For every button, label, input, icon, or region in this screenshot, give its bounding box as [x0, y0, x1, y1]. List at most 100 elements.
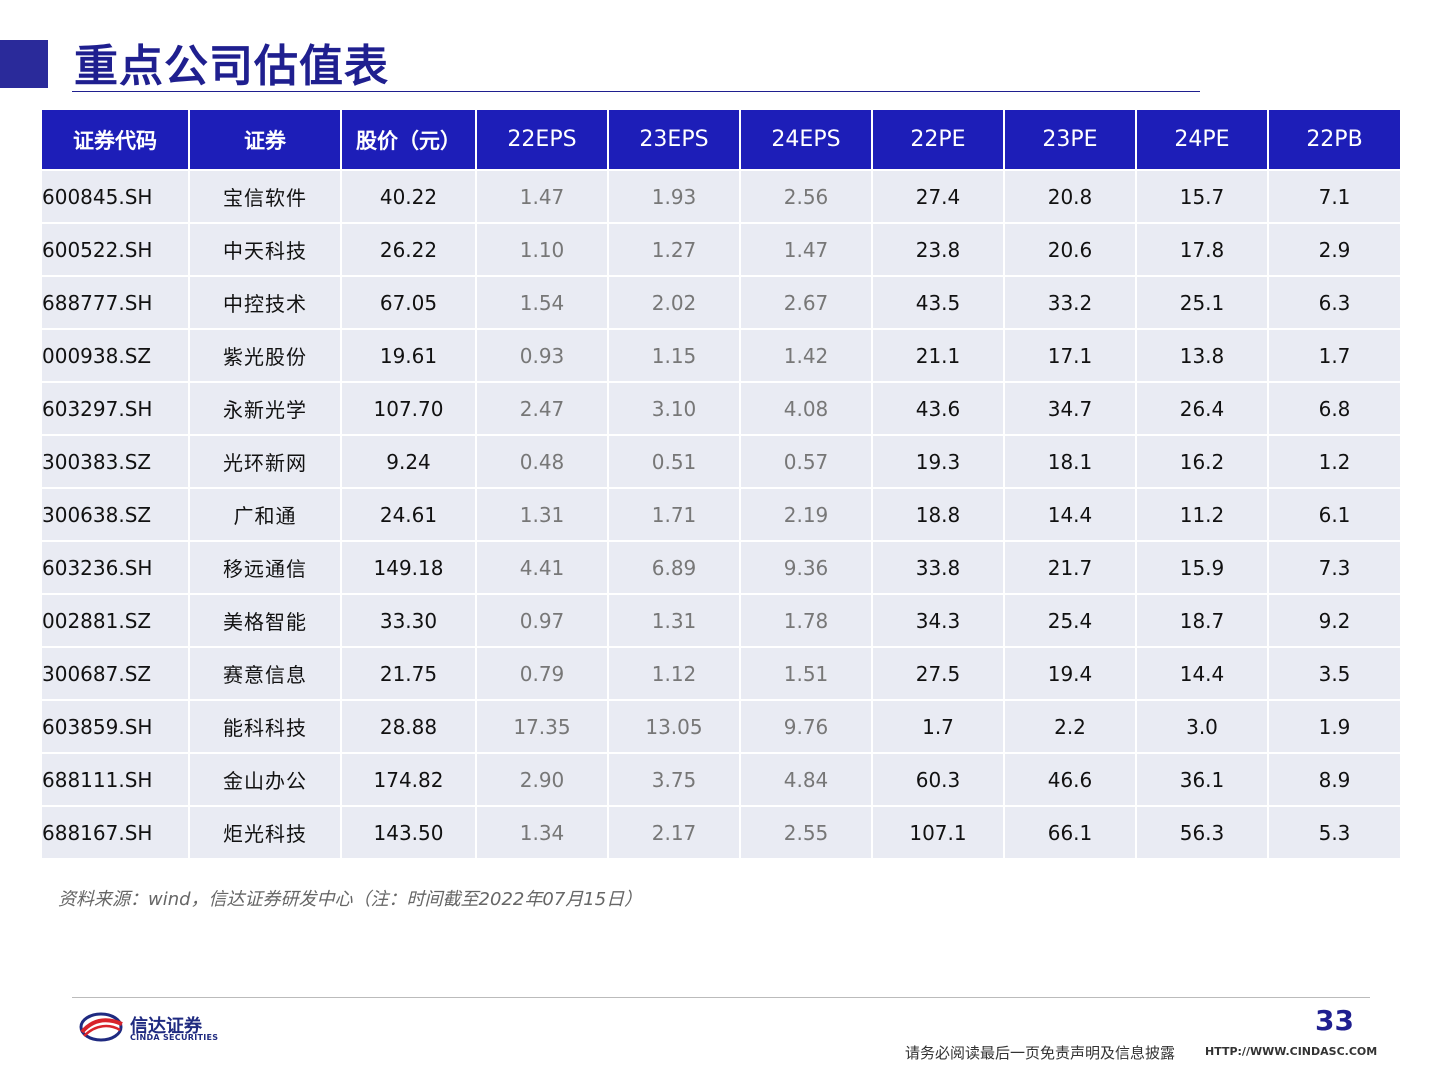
cell-23pe: 66.1 — [1003, 805, 1137, 860]
cell-code: 300638.SZ — [40, 487, 190, 542]
valuation-table: 证券代码 证券 股价（元） 22EPS 23EPS 24EPS 22PE 23P… — [40, 108, 1402, 860]
cell-22eps: 2.47 — [475, 381, 609, 436]
cell-22pe: 23.8 — [871, 222, 1005, 277]
logo-mark-icon — [79, 1012, 123, 1042]
cell-22pb: 2.9 — [1267, 222, 1402, 277]
cell-24eps: 1.42 — [739, 328, 873, 383]
cell-23eps: 2.02 — [607, 275, 741, 330]
cell-price: 28.88 — [340, 699, 477, 754]
cell-23pe: 17.1 — [1003, 328, 1137, 383]
table-row: 300383.SZ 光环新网 9.24 0.48 0.51 0.57 19.3 18.1 16.… — [40, 434, 1402, 489]
cell-24pe: 25.1 — [1135, 275, 1269, 330]
website-link[interactable]: HTTP://WWW.CINDASC.COM — [1205, 1045, 1378, 1058]
table-body: 600845.SH 宝信软件 40.22 1.47 1.93 2.56 27.4 20.8 15… — [40, 169, 1402, 860]
cell-23eps: 0.51 — [607, 434, 741, 489]
cell-price: 107.70 — [340, 381, 477, 436]
cell-24pe: 56.3 — [1135, 805, 1269, 860]
cell-security: 金山办公 — [188, 752, 342, 807]
cell-code: 300383.SZ — [40, 434, 190, 489]
title-divider — [72, 91, 1200, 92]
table-row: 000938.SZ 紫光股份 19.61 0.93 1.15 1.42 21.1 17.1 13… — [40, 328, 1402, 383]
cell-22pb: 1.9 — [1267, 699, 1402, 754]
table-row: 600845.SH 宝信软件 40.22 1.47 1.93 2.56 27.4 20.8 15… — [40, 169, 1402, 224]
table-row: 300687.SZ 赛意信息 21.75 0.79 1.12 1.51 27.5 19.4 14… — [40, 646, 1402, 701]
cell-price: 24.61 — [340, 487, 477, 542]
cell-24pe: 18.7 — [1135, 593, 1269, 648]
cell-24eps: 4.08 — [739, 381, 873, 436]
cell-code: 000938.SZ — [40, 328, 190, 383]
cell-24pe: 36.1 — [1135, 752, 1269, 807]
table-row: 688111.SH 金山办公 174.82 2.90 3.75 4.84 60.3 46.6 3… — [40, 752, 1402, 807]
cell-23pe: 20.6 — [1003, 222, 1137, 277]
cell-code: 600845.SH — [40, 169, 190, 224]
cell-24eps: 2.56 — [739, 169, 873, 224]
cell-24pe: 17.8 — [1135, 222, 1269, 277]
cell-23eps: 13.05 — [607, 699, 741, 754]
cell-23pe: 20.8 — [1003, 169, 1137, 224]
cell-23pe: 46.6 — [1003, 752, 1137, 807]
cell-24eps: 9.36 — [739, 540, 873, 595]
table-row: 600522.SH 中天科技 26.22 1.10 1.27 1.47 23.8 20.6 17… — [40, 222, 1402, 277]
cell-code: 002881.SZ — [40, 593, 190, 648]
header-23pe: 23PE — [1003, 108, 1137, 171]
cell-24eps: 1.51 — [739, 646, 873, 701]
header-22eps: 22EPS — [475, 108, 609, 171]
cell-security: 炬光科技 — [188, 805, 342, 860]
cell-22pb: 9.2 — [1267, 593, 1402, 648]
cell-22pe: 43.6 — [871, 381, 1005, 436]
company-logo: 信达证券 CINDA SECURITIES — [78, 1010, 228, 1044]
cell-24pe: 13.8 — [1135, 328, 1269, 383]
cell-23pe: 21.7 — [1003, 540, 1137, 595]
cell-23eps: 1.71 — [607, 487, 741, 542]
cell-22pb: 8.9 — [1267, 752, 1402, 807]
cell-22pb: 6.1 — [1267, 487, 1402, 542]
cell-22pb: 1.2 — [1267, 434, 1402, 489]
cell-23eps: 1.27 — [607, 222, 741, 277]
header-price: 股价（元） — [340, 108, 477, 171]
cell-22eps: 1.54 — [475, 275, 609, 330]
cell-22pe: 60.3 — [871, 752, 1005, 807]
table-row: 300638.SZ 广和通 24.61 1.31 1.71 2.19 18.8 14.4 11.… — [40, 487, 1402, 542]
cell-22pb: 6.8 — [1267, 381, 1402, 436]
cell-23pe: 18.1 — [1003, 434, 1137, 489]
cell-24pe: 16.2 — [1135, 434, 1269, 489]
cell-22eps: 2.90 — [475, 752, 609, 807]
header-code: 证券代码 — [40, 108, 190, 171]
cell-24eps: 9.76 — [739, 699, 873, 754]
cell-code: 600522.SH — [40, 222, 190, 277]
logo-text-en: CINDA SECURITIES — [130, 1033, 219, 1042]
cell-22pb: 1.7 — [1267, 328, 1402, 383]
cell-22pe: 27.5 — [871, 646, 1005, 701]
cell-code: 603859.SH — [40, 699, 190, 754]
cell-security: 赛意信息 — [188, 646, 342, 701]
header-24eps: 24EPS — [739, 108, 873, 171]
cell-security: 紫光股份 — [188, 328, 342, 383]
header-24pe: 24PE — [1135, 108, 1269, 171]
cell-22eps: 17.35 — [475, 699, 609, 754]
cell-23pe: 34.7 — [1003, 381, 1137, 436]
cell-24pe: 3.0 — [1135, 699, 1269, 754]
footer-divider — [72, 997, 1370, 998]
cell-23eps: 1.93 — [607, 169, 741, 224]
page-title: 重点公司估值表 — [74, 41, 389, 92]
cell-22pe: 43.5 — [871, 275, 1005, 330]
cell-price: 26.22 — [340, 222, 477, 277]
header-22pe: 22PE — [871, 108, 1005, 171]
cell-23eps: 1.15 — [607, 328, 741, 383]
cell-price: 21.75 — [340, 646, 477, 701]
cell-security: 移远通信 — [188, 540, 342, 595]
page-number: 33 — [1315, 1004, 1354, 1037]
cell-24pe: 14.4 — [1135, 646, 1269, 701]
cell-security: 中天科技 — [188, 222, 342, 277]
cell-22eps: 0.79 — [475, 646, 609, 701]
table-header-row: 证券代码 证券 股价（元） 22EPS 23EPS 24EPS 22PE 23P… — [40, 108, 1402, 171]
cell-23eps: 6.89 — [607, 540, 741, 595]
cell-price: 174.82 — [340, 752, 477, 807]
cell-security: 广和通 — [188, 487, 342, 542]
cell-22pe: 27.4 — [871, 169, 1005, 224]
cell-price: 33.30 — [340, 593, 477, 648]
cell-code: 300687.SZ — [40, 646, 190, 701]
cell-23pe: 14.4 — [1003, 487, 1137, 542]
header-security: 证券 — [188, 108, 342, 171]
cell-23eps: 2.17 — [607, 805, 741, 860]
